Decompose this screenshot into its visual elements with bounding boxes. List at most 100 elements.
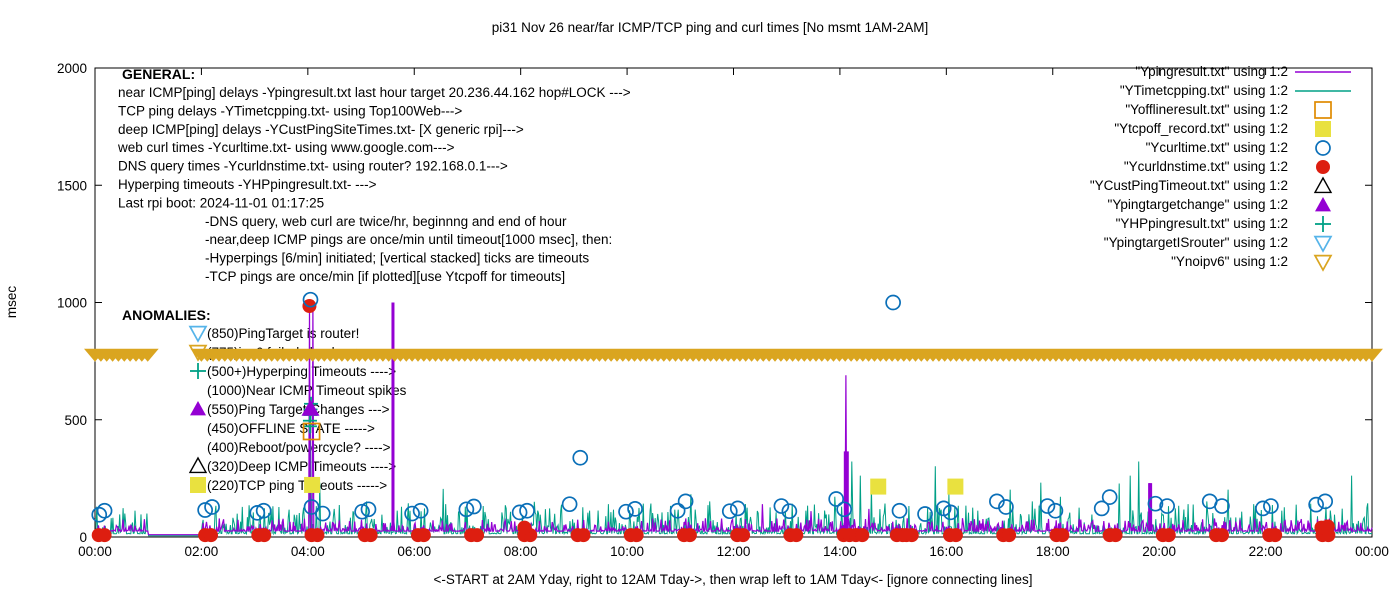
circle-open-marker — [1101, 489, 1118, 505]
x-tick-label: 00:00 — [78, 544, 112, 559]
circle-marker — [1002, 528, 1017, 543]
circle-marker — [416, 528, 431, 543]
anomaly-line: (550)Ping Target Changes ---> — [207, 402, 390, 417]
legend-label: "YpingtargetISrouter" using 1:2 — [1104, 235, 1288, 250]
circle-marker — [1161, 528, 1176, 543]
circle-marker — [1214, 528, 1229, 543]
general-note: -DNS query, web curl are twice/hr, begin… — [205, 214, 567, 229]
x-tick-label: 14:00 — [823, 544, 857, 559]
circle-open-marker — [465, 498, 482, 515]
y-tick-label: 1000 — [57, 296, 87, 311]
circle-open-marker — [618, 503, 634, 520]
circle-open-marker — [360, 501, 377, 518]
anomaly-line: (450)OFFLINE STATE -----> — [207, 421, 375, 436]
series-noipv6-band — [84, 348, 1383, 362]
circle-open-marker — [204, 499, 220, 515]
circle-open-marker — [91, 506, 108, 523]
axes: 00:00 02:00 04:00 06:00 08:00 10:00 12:00 14:00… — [57, 61, 1389, 559]
circle-open-marker — [255, 502, 272, 519]
circle-marker — [517, 520, 532, 535]
anomaly-line: (500+)Hyperping Timeouts ----> — [207, 364, 396, 379]
triangle-down-open-marker — [188, 325, 208, 343]
circle-open-marker — [561, 496, 578, 513]
circle-open-marker — [1214, 498, 1230, 514]
circle-marker — [789, 528, 804, 543]
general-line: Last rpi boot: 2024-11-01 01:17:25 — [118, 195, 324, 210]
square-marker — [304, 476, 321, 493]
circle-open-marker — [677, 493, 694, 510]
x-tick-label: 20:00 — [1142, 544, 1176, 559]
general-heading: GENERAL: — [122, 66, 195, 82]
circle-open-marker — [781, 503, 798, 520]
circle-open-marker — [1263, 498, 1279, 514]
y-tick-label: 0 — [79, 530, 87, 545]
circle-marker — [363, 528, 378, 543]
legend-label: "Ypingtargetchange" using 1:2 — [1108, 197, 1288, 212]
circle-open-marker — [1315, 140, 1331, 156]
general-note: -Hyperpings [6/min] initiated; [vertical… — [205, 251, 589, 266]
x-tick-label: 10:00 — [610, 544, 644, 559]
circle-marker — [855, 528, 870, 543]
general-line: TCP ping delays -YTimetcpping.txt- using… — [118, 103, 462, 118]
x-tick-label: 06:00 — [397, 544, 431, 559]
circle-open-marker — [1047, 502, 1064, 519]
anomaly-line: (1000)Near ICMP Timeout spikes — [207, 383, 407, 398]
general-line: deep ICMP[ping] delays -YCustPingSiteTim… — [118, 122, 524, 137]
circle-open-marker — [669, 502, 686, 519]
triangle-down-open-marker — [1313, 235, 1333, 253]
data-series — [84, 291, 1383, 543]
legend-label: "YTimetcpping.txt" using 1:2 — [1120, 83, 1288, 98]
legend: "Ypingresult.txt" using 1:2 "YTimetcpping… — [1090, 64, 1351, 272]
circle-open-marker — [458, 501, 475, 518]
x-tick-label: 18:00 — [1036, 544, 1070, 559]
x-tick-label: 04:00 — [291, 544, 325, 559]
circle-open-marker — [828, 491, 845, 507]
general-line: DNS query times -Ycurldnstime.txt- using… — [118, 159, 508, 174]
circle-open-marker — [885, 294, 901, 311]
chart-title: pi31 Nov 26 near/far ICMP/TCP ping and c… — [492, 20, 928, 35]
x-tick-label: 16:00 — [929, 544, 963, 559]
x-axis-label: <-START at 2AM Yday, right to 12AM Tday-… — [434, 572, 1033, 587]
legend-label: "Yofflineresult.txt" using 1:2 — [1125, 102, 1288, 117]
circle-marker — [576, 528, 591, 543]
square-open-marker — [1314, 101, 1332, 119]
circle-marker — [948, 528, 963, 543]
circle-marker — [203, 528, 218, 543]
general-line: Hyperping timeouts -YHPpingresult.txt- -… — [118, 177, 377, 192]
circle-marker — [310, 528, 325, 543]
y-axis-label: msec — [4, 286, 19, 319]
square-marker — [947, 478, 964, 495]
circle-open-marker — [354, 503, 370, 520]
legend-label: "Ynoipv6" using 1:2 — [1171, 254, 1288, 269]
y-tick-label: 1500 — [57, 178, 87, 193]
circle-marker — [1055, 528, 1070, 543]
circle-open-marker — [404, 505, 420, 522]
anomaly-line: (320)Deep ICMP Timeouts ----> — [207, 459, 396, 474]
circle-marker — [1316, 160, 1330, 174]
triangle-down-open-marker — [1313, 254, 1333, 272]
circle-open-marker — [1308, 496, 1324, 513]
anomaly-line: (220)TCP ping Timeouts -----> — [207, 478, 387, 493]
general-note: -near,deep ICMP pings are once/min until… — [205, 232, 612, 247]
triangle-open-marker — [1313, 176, 1333, 194]
circle-marker — [629, 528, 644, 543]
circle-open-marker — [891, 502, 908, 519]
circle-open-marker — [729, 500, 746, 517]
circle-open-marker — [627, 501, 643, 517]
circle-marker — [470, 528, 485, 543]
circle-open-marker — [773, 498, 790, 514]
circle-marker — [736, 528, 751, 543]
anomalies-heading: ANOMALIES: — [122, 307, 211, 323]
circle-open-marker — [314, 505, 331, 522]
triangle-marker — [190, 401, 206, 416]
circle-open-marker — [1093, 500, 1110, 517]
x-tick-label: 12:00 — [717, 544, 751, 559]
y-tick-label: 500 — [64, 413, 87, 428]
circle-open-marker — [96, 502, 113, 519]
circle-open-marker — [519, 502, 535, 519]
circle-marker — [1108, 528, 1123, 543]
general-note: -TCP pings are once/min [if plotted][use… — [205, 269, 565, 284]
legend-label: "Ycurldnstime.txt" using 1:2 — [1124, 159, 1288, 174]
general-annotations: near ICMP[ping] delays -Ypingresult.txt … — [117, 85, 631, 284]
